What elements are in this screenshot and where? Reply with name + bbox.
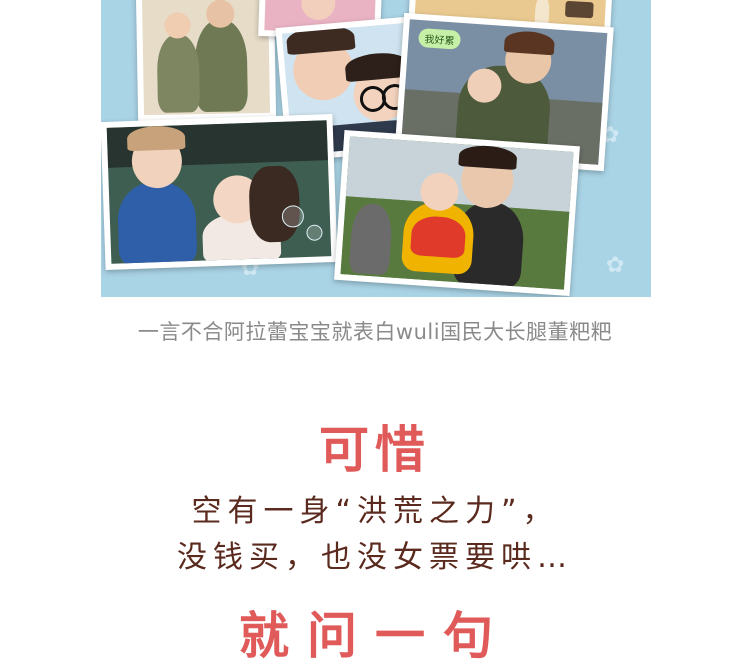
collage-photo-carrying (334, 129, 580, 297)
photo-caption: 一言不合阿拉蕾宝宝就表白wuli国民大长腿董粑粑 (137, 320, 613, 344)
collage-photo-bubbles (101, 113, 338, 271)
body-line-1: 空有一身“洪荒之力”， (191, 494, 559, 529)
body-line-2: 没钱买，也没女票要哄… (177, 540, 573, 575)
headline-pity: 可惜 (319, 421, 431, 479)
collage-photo-camouflage-pair (135, 0, 277, 122)
sticker-text: 我好累 (424, 34, 455, 48)
headline-ask: 就问一句 (239, 607, 511, 665)
speech-sticker: 我好累 (417, 27, 462, 50)
photo-collage: ✿ ✿ ✿ (101, 0, 651, 297)
flower-decoration-icon: ✿ (606, 253, 625, 278)
